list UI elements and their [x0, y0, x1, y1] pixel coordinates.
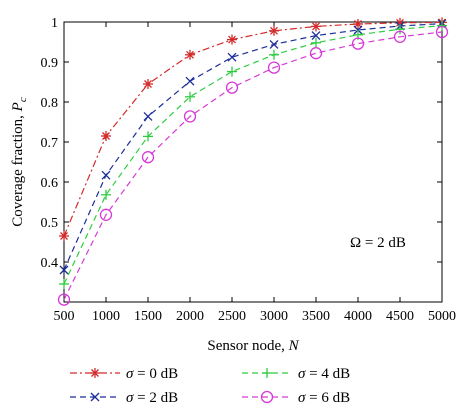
series-group	[57, 17, 449, 306]
data-point	[185, 49, 195, 60]
data-point	[183, 110, 197, 123]
data-point	[59, 265, 69, 275]
data-point	[59, 231, 69, 241]
data-point	[59, 279, 69, 289]
y-axis-label-sub: c	[17, 97, 29, 102]
x-tick-label: 2000	[176, 309, 204, 324]
legend-item-sigma-6: σ = 6 dB	[242, 390, 350, 406]
legend-item-sigma-0: σ = 0 dB	[70, 366, 178, 382]
data-point	[351, 37, 365, 50]
ticks-group: 500 1000 1500 2000 2500 3000 3500 4000 4500 5000 0…	[41, 16, 457, 324]
y-tick-label: 0.8	[41, 96, 59, 111]
data-point	[269, 25, 279, 36]
legend-marker-sigma-4	[262, 368, 272, 378]
legend-label-sigma-4: σ = 4 dB	[298, 366, 350, 382]
x-tick-label: 2500	[218, 309, 246, 324]
plot-frame	[63, 21, 443, 303]
x-axis-label-text: Sensor node,	[207, 338, 288, 354]
data-point	[227, 34, 237, 45]
data-point	[311, 21, 321, 32]
data-point	[90, 368, 100, 378]
data-point	[141, 151, 155, 164]
x-tick-label: 1000	[92, 309, 120, 324]
legend-item-sigma-2: σ = 2 dB	[70, 390, 178, 406]
x-tick-label: 1500	[134, 309, 162, 324]
data-point	[269, 49, 279, 60]
y-tick-label: 0.5	[41, 216, 59, 231]
series-line	[63, 31, 443, 300]
legend-sigma-6-symbol: σ	[298, 390, 306, 406]
data-point	[311, 31, 321, 41]
x-tick-label: 4500	[386, 309, 414, 324]
legend: σ = 0 dB σ = 4 dB σ = 2 dB σ = 6 dB	[70, 366, 350, 406]
data-point	[101, 170, 111, 180]
data-point	[437, 20, 447, 31]
data-point	[435, 25, 449, 39]
y-axis-label: Coverage fraction, Pc	[10, 97, 29, 227]
data-point	[262, 368, 272, 378]
y-tick-label: 0.6	[41, 176, 59, 191]
legend-marker-sigma-6	[260, 390, 274, 404]
y-tick-label: 0.9	[41, 56, 59, 71]
legend-label-sigma-0: σ = 0 dB	[126, 366, 178, 382]
series-3	[57, 25, 449, 306]
data-point	[90, 392, 100, 402]
data-point	[353, 19, 363, 29]
series-line	[63, 25, 443, 285]
data-point	[225, 81, 239, 94]
legend-marker-sigma-2	[90, 392, 100, 402]
series-0	[59, 17, 447, 241]
series-2	[59, 20, 447, 289]
y-axis-label-var: P	[10, 102, 26, 112]
data-point	[227, 66, 237, 77]
legend-label-sigma-2: σ = 2 dB	[126, 390, 178, 406]
legend-sigma-2-text: = 2 dB	[133, 390, 178, 406]
data-point	[101, 131, 111, 141]
legend-sigma-4-symbol: σ	[298, 366, 306, 382]
legend-sigma-6-text: = 6 dB	[305, 390, 350, 406]
y-axis-label-text: Coverage fraction,	[10, 111, 26, 226]
series-line	[63, 23, 443, 271]
data-point	[143, 111, 153, 121]
data-point	[260, 390, 274, 404]
legend-sigma-4-text: = 4 dB	[305, 366, 350, 382]
data-point	[269, 39, 279, 49]
y-tick-label: 0.7	[41, 136, 59, 151]
data-point	[143, 131, 153, 142]
x-tick-label: 3500	[302, 309, 330, 324]
x-tick-label: 3000	[260, 309, 288, 324]
omega-annotation: Ω = 2 dB	[350, 235, 406, 251]
x-tick-label: 500	[54, 309, 75, 324]
legend-sigma-0-symbol: σ	[126, 366, 134, 382]
y-tick-label: 0.4	[41, 256, 59, 271]
x-axis-label-var: N	[288, 338, 300, 354]
legend-label-sigma-6: σ = 6 dB	[298, 390, 350, 406]
legend-sigma-0-text: = 0 dB	[133, 366, 178, 382]
series-line	[63, 21, 443, 237]
data-point	[227, 52, 237, 62]
data-point	[185, 91, 195, 102]
data-point	[311, 37, 321, 48]
data-point	[267, 61, 281, 74]
data-point	[101, 189, 111, 200]
data-point	[143, 79, 153, 89]
legend-sigma-2-symbol: σ	[126, 390, 134, 406]
legend-marker-sigma-0	[90, 368, 100, 378]
x-axis-label: Sensor node, N	[207, 338, 299, 354]
data-point	[309, 47, 323, 60]
legend-item-sigma-4: σ = 4 dB	[242, 366, 350, 382]
data-point	[395, 24, 405, 35]
x-tick-label: 5000	[428, 309, 456, 324]
data-point	[99, 208, 113, 221]
data-point	[185, 76, 195, 86]
x-tick-label: 4000	[344, 309, 372, 324]
y-tick-label: 1	[51, 16, 58, 31]
data-point	[393, 30, 407, 43]
data-point	[57, 293, 71, 306]
